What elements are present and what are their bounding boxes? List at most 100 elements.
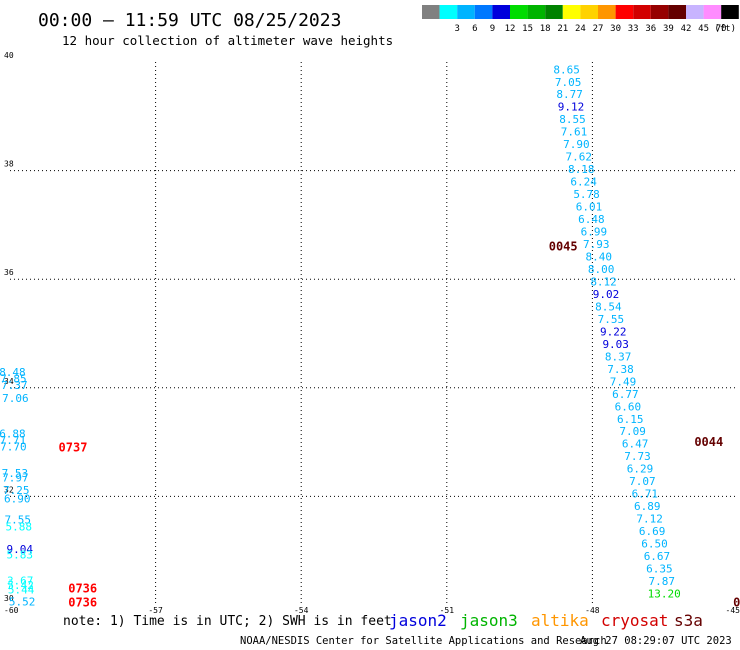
colorbar-swatch [422,5,440,19]
wave-height-label: 6.77 [612,388,639,401]
satellite-legend-s3a: s3a [674,611,703,630]
wave-height-label: 13.20 [648,588,681,601]
wave-height-label: 9.12 [558,101,585,114]
wave-height-label: 8.18 [568,163,595,176]
wave-height-label: 5.78 [573,188,600,201]
wave-height-label: 7.90 [563,138,590,151]
wave-height-label: 6.69 [639,525,666,538]
wave-height-label: 6.89 [634,500,661,513]
colorbar-swatch [510,5,528,19]
x-tick-label: -51 [440,606,455,615]
x-tick-label: -45 [726,606,740,615]
wave-height-label: 8.77 [556,88,583,101]
wave-height-label: 5.83 [6,549,33,562]
wave-height-label: 7.25 [3,484,30,497]
wave-height-label: 6.48 [578,213,605,226]
wave-height-label: 6.50 [641,538,668,551]
colorbar-swatch [474,5,493,19]
colorbar-label: 6 [472,24,477,34]
colorbar-swatch [615,5,634,19]
colorbar-swatch [527,5,546,19]
wave-height-label: 7.07 [629,475,656,488]
wave-height-label: 7.49 [610,375,637,388]
colorbar-swatch [598,5,616,19]
wave-height-label: 6.71 [632,488,659,501]
colorbar-label: 30 [610,24,621,34]
colorbar-label: 21 [557,24,568,34]
colorbar-label: 24 [575,24,586,34]
wave-height-label: 6.01 [576,200,603,213]
satellite-legend-altika: altika [531,611,589,630]
colorbar-swatch [633,5,651,19]
wave-height-label: 6.67 [644,550,671,563]
wave-height-label: 9.22 [600,325,627,338]
colorbar-swatch [545,5,563,19]
wave-height-label: 5.52 [9,596,36,609]
colorbar-swatch [439,5,458,19]
pass-time-label: 0736 [68,582,97,596]
wave-height-label: 3.67 [7,575,34,588]
pass-time-label: 0 [733,595,740,609]
wave-height-label: 6.15 [617,413,644,426]
wave-height-label: 7.70 [0,440,27,453]
colorbar-swatch [703,5,722,19]
wave-height-label: 6.47 [622,438,649,451]
wave-height-label: 8.65 [553,64,580,77]
colorbar-label: 33 [628,24,639,34]
colorbar-swatch [457,5,475,19]
wave-height-label: 8.37 [605,350,632,363]
wave-height-label: 5.88 [5,520,32,533]
wave-height-label: 6.24 [570,175,597,188]
wave-height-label: 7.97 [2,471,29,484]
wave-height-label: 7.55 [5,514,32,527]
y-tick-label: 30 [4,594,14,603]
satellite-legend-cryosat: cryosat [601,611,668,630]
x-tick-label: -57 [148,606,163,615]
colorbar-swatch [686,5,704,19]
wave-height-label: 6.88 [0,427,26,440]
wave-height-label: 9.02 [593,288,620,301]
x-tick-label: -48 [585,606,600,615]
colorbar-label: 3 [454,24,459,34]
colorbar-label: 39 [663,24,674,34]
footer-timestamp: Aug 27 08:29:07 UTC 2023 [580,635,732,647]
y-tick-label: 36 [4,268,14,277]
wave-height-label: 8.40 [585,250,612,263]
y-tick-label: 38 [4,160,14,169]
x-tick-label: -60 [4,606,19,615]
wave-height-label: 7.37 [1,379,28,392]
colorbar-swatch [650,5,669,19]
wave-height-label: 6.29 [627,463,654,476]
colorbar-swatch [492,5,510,19]
colorbar-legend: 3 6 9 12 15 18 21 24 27 30 33 36 39 42 45 70(ft) [422,5,739,34]
wave-height-label: 7.06 [2,392,29,405]
wave-height-label: 7.09 [619,425,646,438]
pass-time-label: 0045 [549,240,578,254]
colorbar-swatch [721,5,739,19]
colorbar-label: 27 [593,24,604,34]
chart-subtitle: 12 hour collection of altimeter wave hei… [62,33,393,48]
colorbar-swatch [580,5,598,19]
plot-area: -60 -57 -54 -51 -48 -454038363432300045004407… [0,51,740,615]
colorbar-label: 42 [681,24,692,34]
colorbar-label: 18 [540,24,551,34]
wave-height-label: 7.05 [555,76,582,89]
wave-height-label: 5.44 [8,583,35,596]
satellite-legend-jason3: jason3 [460,611,518,630]
colorbar-label: 9 [490,24,495,34]
y-tick-label: 32 [4,485,14,494]
satellite-legend: jason2 jason3 altika cryosat s3a [389,611,703,630]
wave-height-label: 8.48 [0,366,26,379]
colorbar-label: 45 [698,24,709,34]
colorbar-label: 36 [645,24,656,34]
colorbar-label: 15 [522,24,533,34]
wave-height-label: 6.35 [646,563,673,576]
wave-height-label: 8.55 [559,113,586,126]
y-tick-label: 34 [4,377,14,386]
wave-height-label: 8.12 [590,275,617,288]
satellite-legend-jason2: jason2 [389,611,447,630]
wave-height-label: 5.42 [7,579,34,592]
wave-height-label: 7.87 [649,575,676,588]
y-tick-label: 40 [4,51,14,60]
